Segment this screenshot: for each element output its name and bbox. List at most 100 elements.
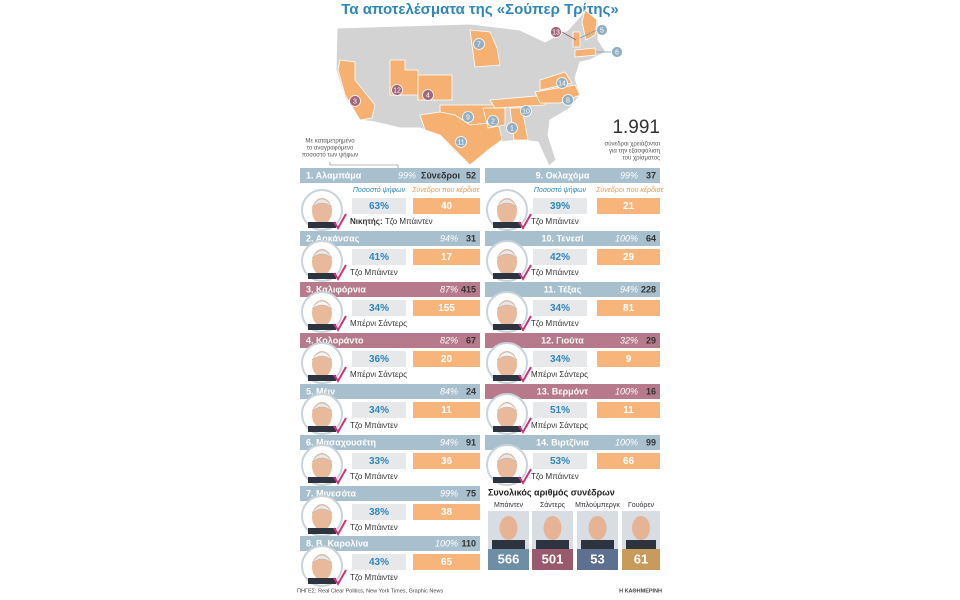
state-header <box>485 282 660 297</box>
check-mark <box>518 366 532 383</box>
state-header <box>300 231 480 246</box>
state-header <box>300 168 480 183</box>
delegates-won: 38 <box>441 507 453 518</box>
candidate-total: 53 <box>590 551 604 566</box>
vote-share: 36% <box>369 354 389 365</box>
check-mark <box>333 417 347 434</box>
map-marker <box>556 77 568 89</box>
portrait-face <box>497 402 517 428</box>
delegates-won-box <box>597 300 660 316</box>
note-text: ποσοστό των ψήφων <box>302 152 358 159</box>
winner-name: Τζο Μπάιντεν <box>350 523 398 532</box>
portrait-hair <box>496 198 518 208</box>
candidate-suit <box>626 540 656 549</box>
map-marker <box>473 38 485 50</box>
delegates-won: 20 <box>441 354 453 365</box>
state-shape <box>581 9 598 41</box>
delegates: 67 <box>466 335 476 345</box>
map-marker <box>596 24 608 36</box>
delegates: 52 <box>466 170 476 180</box>
delegates-won-label: Σύνεδροι που κέρδισε <box>411 186 480 194</box>
delegates: 37 <box>646 170 656 180</box>
winner-name: Τζο Μπάιντεν <box>531 319 579 328</box>
delegates-won: 81 <box>623 303 635 314</box>
state-name: 7. Μινεσότα <box>306 488 356 498</box>
map-marker <box>455 136 467 148</box>
winner: Μπέρνι Σάντερς <box>350 370 407 379</box>
map-marker-label: 3 <box>353 98 357 105</box>
vote-share: 41% <box>369 252 389 263</box>
delegates-won: 17 <box>441 252 453 263</box>
delegates-won: 40 <box>441 201 453 212</box>
winner: Τζο Μπάιντεν <box>531 472 579 481</box>
portrait-hair <box>311 249 333 259</box>
map-marker <box>462 111 474 123</box>
portrait-hair <box>496 453 518 463</box>
delegates-won: 66 <box>623 456 635 467</box>
state-name: 6. Μασαχουσέτη <box>306 437 376 447</box>
candidate-name: Γουόρεν <box>628 501 655 509</box>
delegates-won: 29 <box>623 252 635 263</box>
us-map <box>335 9 607 167</box>
check-mark <box>518 315 532 332</box>
winner: Τζο Μπάιντεν <box>531 319 579 328</box>
state-name: 12. Γιούτα <box>541 335 584 345</box>
portrait-hair <box>311 504 333 514</box>
counted: 100% <box>435 538 458 548</box>
candidate-face <box>499 516 518 540</box>
check-mark <box>518 468 532 485</box>
portrait-face <box>312 402 332 428</box>
delegates-won: 155 <box>438 303 455 314</box>
map-marker-label: 6 <box>615 49 619 56</box>
delegates-won-box <box>597 198 660 214</box>
check-mark <box>333 315 347 332</box>
map-marker <box>550 26 562 38</box>
portrait-face <box>312 504 332 530</box>
state-name: 4. Κολοράντο <box>306 335 364 345</box>
winner-name: Τζο Μπάιντεν <box>350 421 398 430</box>
portrait-face <box>312 351 332 377</box>
portrait-suit <box>308 375 336 381</box>
counted: 94% <box>440 437 458 447</box>
vote-share-box <box>352 402 406 418</box>
delegates-won: 11 <box>623 405 634 416</box>
map-marker-label: 2 <box>491 118 495 125</box>
vote-share-box <box>533 300 587 316</box>
winner: Μπέρνι Σάντερς <box>531 370 588 379</box>
portrait-suit <box>308 273 336 279</box>
map-marker-label: 9 <box>466 114 470 121</box>
counted: 87% <box>440 284 458 294</box>
vote-share: 34% <box>550 354 570 365</box>
portrait-suit <box>308 222 336 228</box>
delegates-won: 36 <box>441 456 453 467</box>
candidate-name: Σάντερς <box>540 501 566 509</box>
check-mark <box>333 468 347 485</box>
winner-name: Τζο Μπάιντεν <box>350 472 398 481</box>
check-mark <box>333 264 347 281</box>
state-name: 9. Οκλαχόμα <box>536 170 590 180</box>
vote-share: 63% <box>369 201 389 212</box>
portrait-suit <box>493 426 521 432</box>
portrait-hair <box>496 300 518 310</box>
vote-share-box <box>533 249 587 265</box>
vote-share-box <box>352 351 406 367</box>
portrait-face <box>312 554 332 580</box>
state-name: 14. Βιρτζίνια <box>536 437 589 447</box>
candidate-suit <box>536 540 569 549</box>
winner-name: Μπέρνι Σάντερς <box>350 319 407 328</box>
winner: Τζο Μπάιντεν <box>531 268 579 277</box>
map-marker <box>391 84 403 96</box>
winner-name: Τζο Μπάιντεν <box>531 472 579 481</box>
map-marker-label: 10 <box>522 108 530 115</box>
portrait-suit <box>308 528 336 534</box>
map-marker <box>520 105 532 117</box>
portrait-suit <box>493 477 521 483</box>
winner: Τζο Μπάιντεν <box>350 523 398 532</box>
portrait-face <box>497 249 517 275</box>
map-marker-label: 5 <box>600 27 604 34</box>
winner: Τζο Μπάιντεν <box>350 472 398 481</box>
portrait-face <box>497 300 517 326</box>
state-name: 13. Βερμόντ <box>537 386 588 396</box>
delegates: 228 <box>641 284 656 294</box>
